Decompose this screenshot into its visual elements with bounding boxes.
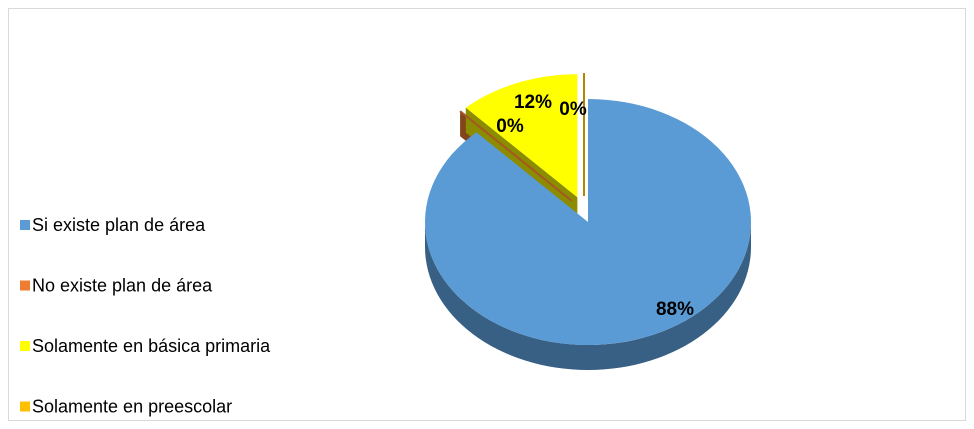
data-label: 0% bbox=[496, 116, 524, 137]
pie-slice bbox=[424, 99, 752, 345]
pie-slice-side bbox=[425, 222, 751, 370]
legend-swatch bbox=[20, 280, 30, 291]
legend-swatch bbox=[20, 401, 30, 412]
legend-text: Solamente en básica primaria bbox=[32, 336, 271, 356]
legend-text: Si existe plan de área bbox=[32, 215, 206, 235]
data-label: 0% bbox=[559, 99, 587, 120]
pie-slice bbox=[465, 74, 578, 198]
legend-text: Solamente en preescolar bbox=[32, 396, 232, 416]
legend-swatch bbox=[20, 341, 30, 351]
legend-text: No existe plan de área bbox=[32, 275, 213, 295]
data-label: 12% bbox=[514, 92, 552, 113]
legend-box bbox=[10, 192, 355, 420]
legend-swatch bbox=[20, 220, 30, 230]
data-label: 88% bbox=[656, 299, 694, 320]
